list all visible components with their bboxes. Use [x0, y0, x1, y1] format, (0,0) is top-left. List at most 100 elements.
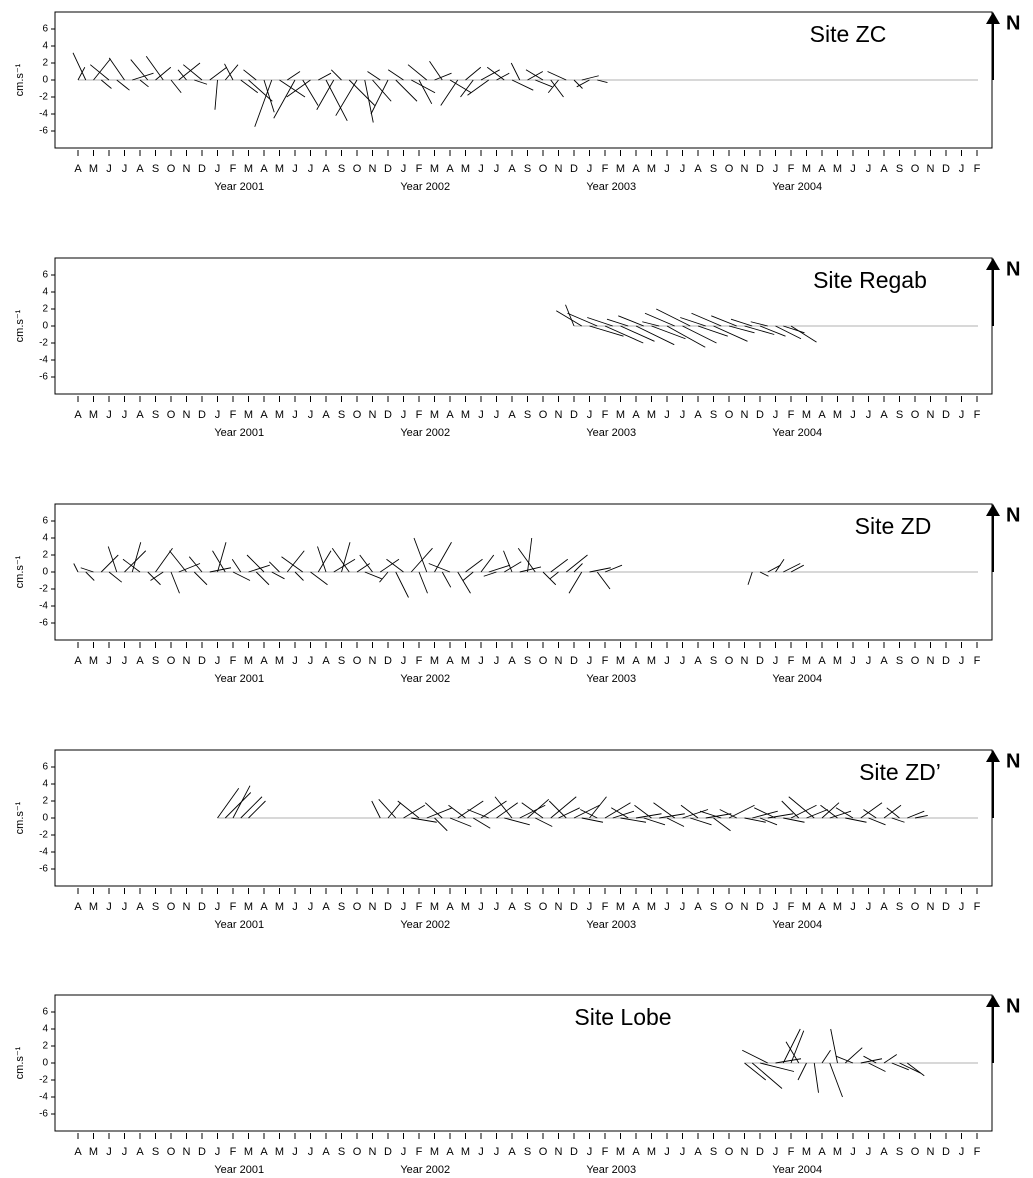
x-tick-label: A: [136, 655, 144, 667]
x-tick-label: N: [927, 163, 935, 175]
current-stick: [496, 72, 510, 81]
x-tick-label: M: [461, 409, 470, 421]
current-stick: [782, 1028, 801, 1064]
x-tick-label: N: [927, 409, 935, 421]
year-label: Year 2003: [586, 181, 636, 193]
current-stick: [691, 312, 722, 327]
x-tick-label: D: [570, 901, 578, 913]
x-tick-label: N: [927, 901, 935, 913]
current-stick: [899, 1062, 921, 1074]
current-stick: [214, 79, 218, 110]
x-tick-label: A: [446, 163, 454, 175]
y-tick-label: 6: [42, 270, 48, 281]
current-stick: [255, 571, 270, 586]
current-stick: [170, 79, 182, 94]
x-tick-label: J: [866, 163, 872, 175]
x-tick-label: J: [478, 901, 484, 913]
x-tick-label: O: [167, 1146, 176, 1158]
x-tick-label: F: [788, 409, 795, 421]
current-stick: [494, 796, 513, 819]
panel-title: Site ZC: [810, 21, 887, 47]
x-tick-label: A: [694, 655, 702, 667]
current-stick: [428, 563, 451, 573]
current-stick: [535, 79, 553, 88]
current-stick: [821, 1050, 831, 1064]
current-stick: [542, 571, 557, 586]
y-tick-label: -2: [39, 1075, 48, 1086]
current-stick: [642, 321, 660, 327]
current-stick: [759, 1062, 795, 1072]
current-stick: [634, 804, 652, 819]
y-tick-label: 2: [42, 1041, 48, 1052]
current-stick: [330, 69, 342, 81]
current-stick: [440, 79, 459, 106]
x-tick-label: J: [773, 409, 779, 421]
current-stick: [556, 310, 582, 327]
x-tick-label: J: [292, 655, 298, 667]
x-tick-label: J: [308, 163, 314, 175]
x-tick-label: A: [694, 409, 702, 421]
x-tick-label: J: [122, 163, 128, 175]
year-label: Year 2002: [400, 181, 450, 193]
current-stick: [860, 802, 883, 819]
x-tick-label: D: [942, 1146, 950, 1158]
north-arrow-head: [986, 12, 1000, 24]
y-tick-label: -4: [39, 1092, 48, 1103]
y-axis-label: cm.s⁻¹: [14, 801, 26, 834]
x-tick-label: O: [725, 901, 734, 913]
current-stick: [666, 817, 685, 827]
x-tick-label: N: [369, 163, 377, 175]
current-stick: [611, 807, 629, 819]
y-tick-label: 0: [42, 75, 48, 86]
current-stick: [243, 69, 257, 81]
current-stick: [488, 564, 511, 573]
current-stick: [183, 64, 203, 81]
x-tick-label: O: [353, 409, 362, 421]
x-tick-label: M: [461, 901, 470, 913]
x-tick-label: M: [430, 163, 439, 175]
x-tick-label: J: [292, 163, 298, 175]
current-stick: [465, 66, 482, 81]
x-tick-label: S: [152, 655, 159, 667]
x-tick-label: A: [694, 901, 702, 913]
x-tick-label: O: [353, 655, 362, 667]
current-stick: [418, 571, 428, 594]
x-tick-label: J: [850, 901, 856, 913]
x-tick-label: O: [353, 901, 362, 913]
current-stick: [550, 558, 569, 573]
x-tick-label: M: [616, 1146, 625, 1158]
x-tick-label: A: [74, 1146, 82, 1158]
current-stick: [527, 798, 550, 819]
x-tick-label: A: [322, 655, 330, 667]
x-tick-label: F: [974, 1146, 981, 1158]
current-stick: [132, 72, 154, 81]
x-tick-label: A: [260, 1146, 268, 1158]
current-stick: [424, 802, 443, 819]
x-tick-label: J: [215, 409, 221, 421]
x-tick-label: J: [308, 409, 314, 421]
x-tick-label: J: [959, 163, 965, 175]
x-tick-label: M: [833, 1146, 842, 1158]
current-stick: [379, 558, 400, 573]
current-stick: [680, 317, 706, 327]
current-stick: [558, 807, 580, 819]
x-tick-label: A: [260, 655, 268, 667]
y-tick-label: -4: [39, 847, 48, 858]
current-stick: [549, 571, 559, 580]
current-stick: [287, 71, 301, 81]
y-tick-label: -6: [39, 618, 48, 629]
x-tick-label: J: [122, 409, 128, 421]
current-stick: [907, 810, 925, 819]
current-stick: [268, 561, 280, 573]
x-tick-label: N: [555, 409, 563, 421]
current-stick: [193, 571, 208, 586]
current-stick: [547, 71, 567, 81]
current-stick: [364, 571, 382, 580]
current-stick: [224, 64, 239, 81]
current-stick: [108, 57, 125, 81]
panel-title: Site Lobe: [574, 1004, 671, 1030]
current-stick: [413, 537, 428, 573]
current-stick: [460, 79, 474, 98]
current-stick: [232, 785, 251, 819]
